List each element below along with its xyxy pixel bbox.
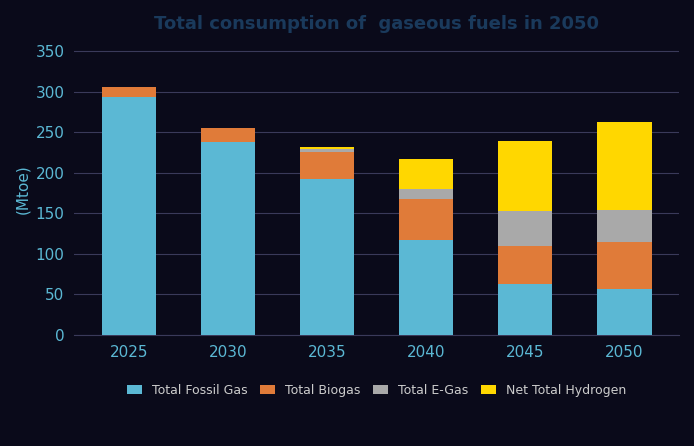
Bar — [597, 242, 652, 289]
Bar — [597, 289, 652, 335]
Bar — [597, 122, 652, 210]
Bar — [300, 179, 355, 335]
Bar — [399, 159, 453, 189]
Bar — [498, 141, 552, 211]
Legend: Total Fossil Gas, Total Biogas, Total E-Gas, Net Total Hydrogen: Total Fossil Gas, Total Biogas, Total E-… — [122, 379, 631, 402]
Title: Total consumption of  gaseous fuels in 2050: Total consumption of gaseous fuels in 20… — [154, 15, 599, 33]
Bar — [300, 148, 355, 149]
Bar — [102, 97, 156, 335]
Bar — [498, 211, 552, 246]
Bar — [498, 246, 552, 284]
Bar — [300, 149, 355, 153]
Bar — [300, 153, 355, 179]
Y-axis label: (Mtoe): (Mtoe) — [15, 164, 30, 214]
Bar — [399, 199, 453, 240]
Bar — [201, 128, 255, 142]
Bar — [498, 284, 552, 335]
Bar — [399, 189, 453, 199]
Bar — [102, 87, 156, 97]
Bar — [597, 210, 652, 242]
Bar — [201, 142, 255, 335]
Bar — [399, 240, 453, 335]
